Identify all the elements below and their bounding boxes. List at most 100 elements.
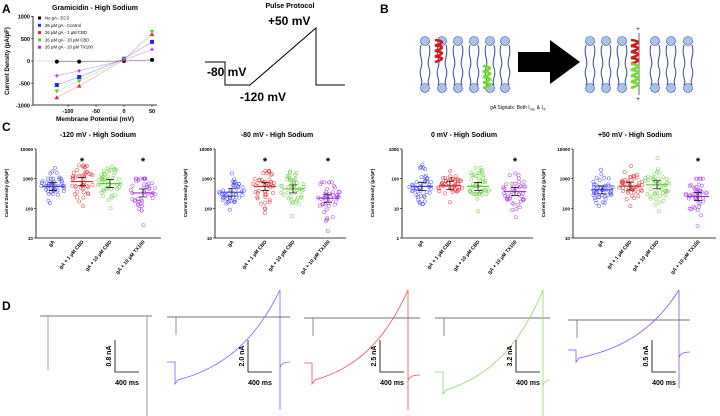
legend-entry: 26 µM gA - 1 µM CBD: [45, 30, 87, 35]
data-point: [424, 177, 429, 181]
category-label: gA: [48, 239, 57, 248]
data-point: [687, 206, 692, 211]
gramicidin-helix-icon: [630, 62, 640, 90]
data-point: [264, 171, 269, 176]
data-point: [606, 176, 611, 181]
data-point: [133, 176, 138, 181]
data-point: [605, 193, 610, 198]
data-point: [591, 179, 596, 184]
legend-entry: No gA - ECS: [45, 16, 69, 21]
scatter-ylabel: Current Density (pA/pF): [183, 168, 188, 217]
data-point: [331, 190, 335, 195]
data-point: [128, 188, 133, 192]
sem-error-bar: [49, 182, 57, 191]
data-point: [133, 198, 137, 203]
data-point: [289, 198, 293, 203]
data-point: [108, 206, 113, 211]
data-point: [56, 192, 60, 197]
data-point: [418, 188, 423, 193]
data-point: [232, 199, 237, 204]
iv-point: [77, 59, 82, 64]
data-point: [601, 200, 605, 205]
significance-star: *: [263, 156, 268, 168]
data-point: [658, 180, 662, 185]
data-point: [53, 187, 58, 192]
data-point: [242, 188, 247, 193]
data-point: [263, 189, 268, 194]
iv-ytick-label: 500: [21, 37, 30, 43]
data-point: [417, 200, 422, 205]
data-point: [640, 183, 645, 188]
data-point: [147, 186, 152, 191]
data-point: [516, 173, 521, 178]
category-label: gA + 1 µM CBD: [241, 239, 269, 270]
data-point: [100, 188, 105, 193]
data-point: [513, 171, 518, 176]
data-point: [61, 189, 66, 194]
data-point: [688, 183, 693, 187]
data-point: [75, 195, 80, 200]
legend-marker: [38, 16, 41, 20]
iv-ytick-label: -500: [19, 81, 30, 87]
current-scale-label: 2.0 nA: [239, 345, 246, 366]
data-point: [53, 165, 57, 170]
data-point: [415, 194, 420, 199]
scale-bar: [651, 340, 676, 373]
data-point: [107, 168, 112, 173]
data-point: [655, 169, 660, 174]
data-point: [115, 186, 120, 191]
data-point: [82, 165, 87, 170]
gramicidin-helix-icon: [482, 64, 492, 90]
data-point: [217, 191, 222, 196]
plus-sign: +: [636, 27, 640, 33]
significance-star: *: [513, 156, 518, 168]
data-point: [460, 186, 464, 190]
data-point: [136, 202, 141, 207]
data-point: [85, 184, 90, 189]
data-point: [139, 208, 144, 213]
data-point: [505, 197, 510, 202]
data-point: [629, 185, 633, 190]
data-point: [71, 170, 76, 175]
data-point: [474, 192, 479, 196]
data-point: [419, 164, 424, 169]
sem-error-bar: [106, 179, 114, 188]
iv-axes: [32, 16, 157, 106]
iv-series-line: [56, 34, 153, 98]
data-point: [606, 182, 611, 187]
data-point: [261, 171, 266, 176]
data-point: [653, 202, 658, 207]
membrane-caption: gA Signals: Both INa & IK: [490, 105, 546, 112]
data-point: [86, 185, 91, 189]
sem-error-bar: [694, 192, 702, 201]
legend-marker: [38, 45, 41, 49]
data-point: [599, 167, 603, 172]
data-point: [286, 175, 291, 180]
data-point: [142, 182, 147, 187]
data-point: [324, 207, 329, 212]
data-point: [620, 178, 625, 183]
data-point: [420, 202, 425, 206]
data-point: [456, 187, 461, 192]
sem-error-bar: [626, 181, 634, 191]
data-point: [54, 170, 59, 175]
data-point: [321, 202, 326, 206]
data-point: [71, 175, 75, 180]
data-point: [693, 187, 698, 192]
iv-ytick-label: 1000: [18, 15, 30, 21]
data-point: [411, 183, 416, 188]
data-point: [626, 189, 631, 194]
scatter-ytick-label: 100: [562, 206, 570, 211]
data-point: [95, 182, 100, 187]
data-point: [660, 191, 665, 195]
data-point: [657, 200, 662, 205]
data-point: [655, 167, 660, 172]
data-point: [422, 199, 427, 204]
data-point: [48, 171, 53, 176]
data-point: [657, 194, 662, 199]
arrow-icon: [518, 40, 580, 84]
data-point: [516, 192, 521, 197]
data-point: [599, 172, 604, 177]
data-point: [149, 181, 154, 186]
